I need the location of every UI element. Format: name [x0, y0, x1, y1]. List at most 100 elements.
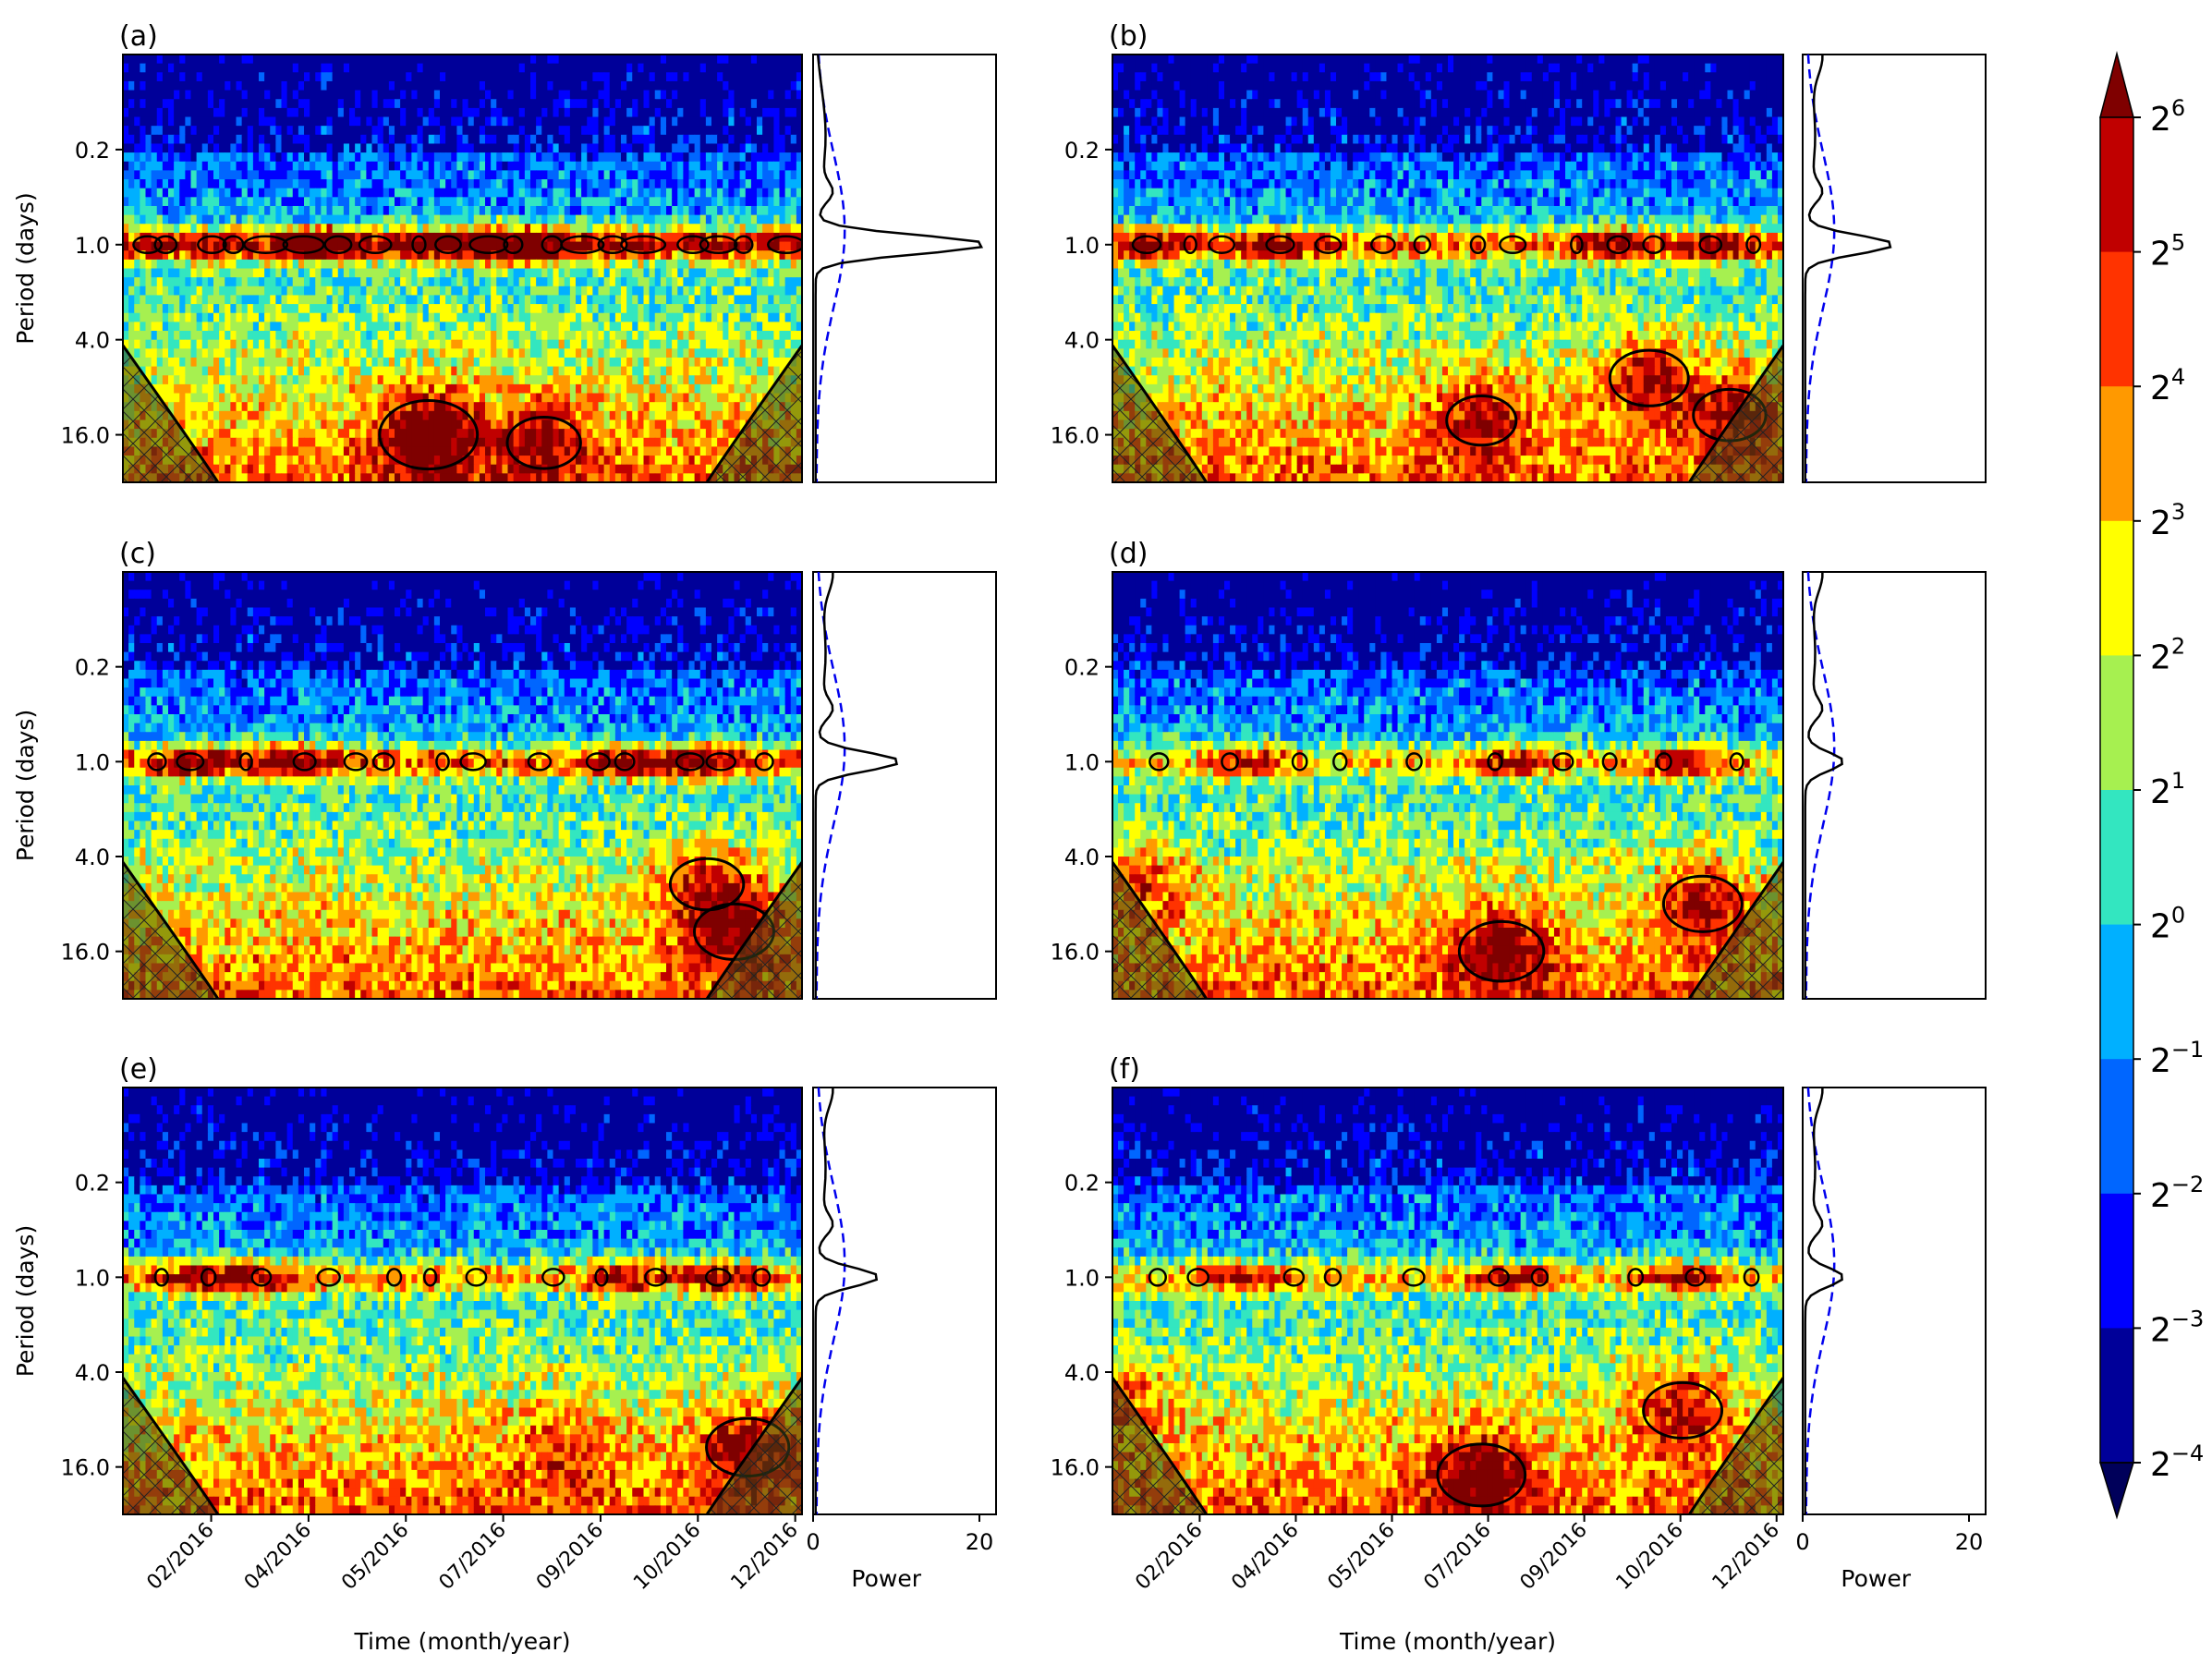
y-tick-label: 16.0 — [61, 940, 110, 966]
coi-line — [123, 861, 802, 999]
significance-contour — [1149, 752, 1170, 772]
y-tick-label: 1.0 — [1064, 749, 1100, 775]
global-spectrum — [812, 1087, 997, 1515]
significance-contour — [1291, 752, 1308, 772]
significance-contour — [754, 752, 774, 772]
colorbar-segment — [2100, 1193, 2133, 1329]
wavelet-heatmap — [1112, 572, 1783, 999]
panel-label: (f) — [1109, 1053, 1140, 1086]
x-tick-label: 07/2016 — [1419, 1519, 1495, 1595]
x-tick-label: 09/2016 — [1516, 1519, 1592, 1595]
x-tick-label: 12/2016 — [727, 1519, 803, 1595]
heatmap-frame — [1112, 1087, 1784, 1515]
significance-contour — [1656, 752, 1672, 772]
global-spectrum — [1802, 54, 1987, 483]
x-tick-label: 10/2016 — [629, 1519, 705, 1595]
y-tick-label: 16.0 — [1051, 1455, 1100, 1481]
y-tick-label: 1.0 — [75, 749, 110, 775]
x-tick-label: 10/2016 — [1612, 1519, 1688, 1595]
y-tick-label: 0.2 — [75, 1171, 110, 1197]
panel-e: (e) 0.2 1.0 4.0 16.0 Period (days) 02/2016 04/2… — [12, 1053, 997, 1655]
significance-contour — [675, 752, 705, 772]
colorbar-segment — [2100, 520, 2133, 656]
significance-contour — [585, 752, 611, 772]
significance-contour — [378, 399, 480, 471]
significance-contour — [620, 235, 667, 255]
significance-contour — [1608, 348, 1690, 407]
significance-contour — [386, 1268, 403, 1287]
panels-group: (a) 0.2 1.0 4.0 16.0 Period (days) (b) 0.2 1.0 4.… — [12, 20, 1987, 1655]
significance-contour — [1642, 235, 1665, 255]
significance-contour — [1183, 235, 1197, 255]
x-tick-label: 02/2016 — [1131, 1519, 1207, 1595]
y-tick-label: 4.0 — [75, 1360, 110, 1386]
significance-contour — [644, 1268, 668, 1287]
colorbar-tick-label: 23 — [2150, 499, 2185, 542]
colorbar-tick-label: 21 — [2150, 768, 2185, 811]
y-tick-label: 4.0 — [1064, 845, 1100, 870]
significance-contour — [1186, 1268, 1209, 1287]
heatmap-frame — [1112, 571, 1784, 1000]
y-tick-label: 16.0 — [61, 1455, 110, 1481]
y-axis-label: Period (days) — [12, 710, 39, 861]
global-spectrum-line — [814, 571, 898, 999]
significance-line — [1805, 1087, 1836, 1514]
x-axis-label: Time (month/year) — [354, 1628, 571, 1655]
x-tick-label: 04/2016 — [240, 1519, 316, 1595]
significance-contour — [243, 235, 289, 255]
significance-contour — [734, 235, 754, 255]
significance-contour — [238, 752, 253, 772]
significance-contour — [1487, 752, 1503, 772]
y-tick-label: 0.2 — [75, 655, 110, 681]
significance-contour — [1661, 874, 1744, 933]
significance-contour — [503, 235, 524, 255]
significance-line — [1805, 571, 1836, 999]
colorbar-segment — [2100, 1059, 2133, 1195]
significance-contour — [292, 752, 317, 772]
panel-label: (c) — [119, 538, 156, 570]
significance-contour — [705, 752, 737, 772]
power-axis-label: Power — [851, 1565, 921, 1592]
x-tick-label: 05/2016 — [1323, 1519, 1399, 1595]
significance-contour — [614, 752, 636, 772]
y-tick-label: 0.2 — [75, 138, 110, 164]
significance-contour — [699, 235, 738, 255]
significance-contour — [1627, 1268, 1645, 1287]
significance-contour — [434, 235, 462, 255]
y-tick-label: 4.0 — [75, 328, 110, 354]
significance-contour — [343, 752, 369, 772]
significance-contour — [527, 752, 553, 772]
significance-contour — [1413, 235, 1432, 255]
power-tick-label: 0 — [806, 1529, 820, 1555]
significance-contour — [1642, 1380, 1724, 1440]
significance-contour — [1499, 235, 1527, 255]
x-tick-label: 05/2016 — [337, 1519, 413, 1595]
significance-contour — [1370, 235, 1396, 255]
significance-line — [815, 571, 846, 999]
significance-contour — [153, 235, 178, 255]
colorbar: 26 25 24 23 22 21 20 2−1 2−2 2−3 2−4 — [2098, 51, 2204, 1520]
significance-contour — [132, 235, 164, 255]
heatmap-frame — [122, 54, 803, 483]
significance-contour — [435, 752, 450, 772]
significance-contour — [197, 235, 227, 255]
significance-contour — [541, 1268, 565, 1287]
colorbar-tick-label: 2−2 — [2150, 1172, 2204, 1215]
y-tick-label: 16.0 — [1051, 940, 1100, 966]
wavelet-heatmap — [123, 55, 802, 482]
colorbar-tick-label: 25 — [2150, 230, 2185, 273]
panel-label: (a) — [119, 20, 158, 53]
significance-contour — [1684, 1268, 1707, 1287]
y-axis-label: Period (days) — [12, 1225, 39, 1377]
y-tick-label: 0.2 — [1064, 1171, 1100, 1197]
x-tick-label: 09/2016 — [532, 1519, 608, 1595]
wavelet-heatmap — [123, 1088, 802, 1514]
significance-contour — [371, 752, 395, 772]
significance-contour — [459, 752, 487, 772]
heatmap-frame — [1112, 54, 1784, 483]
significance-contour — [1698, 235, 1723, 255]
panel-label: (e) — [119, 1053, 158, 1086]
significance-contour — [767, 235, 802, 255]
panel-f: (f) 0.2 1.0 4.0 16.0 02/2016 04/2016 05/2016 07/… — [1051, 1053, 1987, 1655]
significance-contour — [1265, 235, 1295, 255]
